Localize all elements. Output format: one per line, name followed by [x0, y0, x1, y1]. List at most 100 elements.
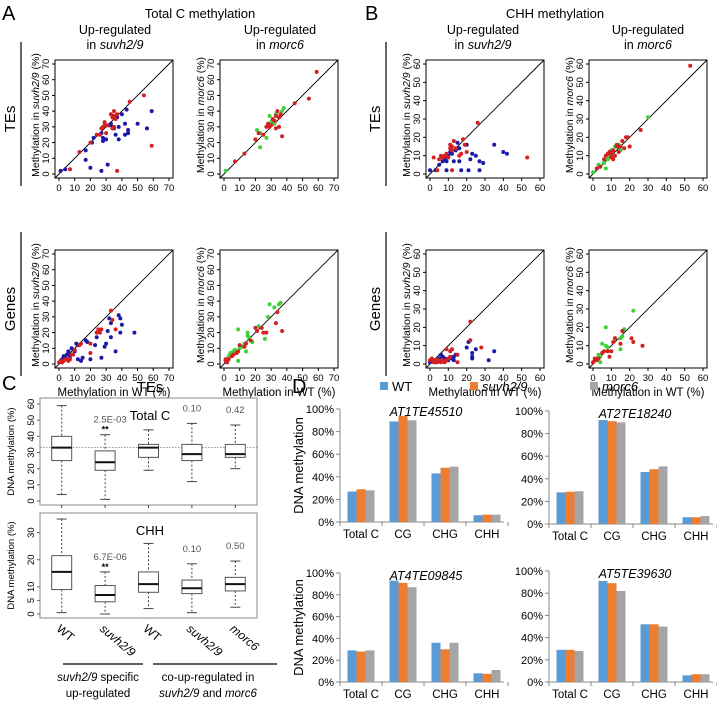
label-part: suvh2/9 [30, 262, 42, 299]
column-title-line1: Up-regulated [79, 23, 151, 37]
data-point [273, 113, 278, 118]
data-point [83, 148, 88, 153]
bar-chart-title: AT5TE39630 [598, 567, 672, 581]
bar-wt [431, 642, 441, 682]
data-point [468, 157, 473, 162]
bar-wt [682, 675, 692, 682]
x-tick-label: 60 [535, 183, 546, 194]
y-tick-label: 60% [521, 451, 543, 463]
group-label-2-line1: co-up-regulated in [162, 672, 255, 684]
y-tick-label: 30 [206, 312, 217, 323]
y-tick-label: 20 [26, 554, 37, 565]
data-point [605, 349, 610, 354]
data-point [264, 135, 269, 140]
x-category-label: Total C [552, 689, 588, 701]
data-point [618, 347, 623, 352]
label-part: Methylation in [564, 105, 576, 173]
data-point [101, 135, 105, 140]
data-point [461, 137, 465, 142]
y-tick-label: 20% [521, 496, 543, 508]
data-point [97, 330, 102, 335]
x-tick-label: 50 [679, 183, 690, 194]
x-category-label: suvh2/9 [184, 622, 225, 660]
x-tick-label: 20 [85, 183, 96, 194]
y-tick-label: 20 [206, 137, 217, 148]
data-point [450, 168, 454, 173]
y-tick-label: 0 [575, 171, 586, 176]
data-point [267, 302, 272, 307]
y-tick-label: 60 [41, 74, 52, 85]
data-point [444, 159, 449, 164]
data-point [618, 341, 623, 346]
p-value-label: 0.10 [183, 403, 202, 414]
significance-marker: ** [102, 562, 110, 572]
data-point [459, 168, 464, 173]
x-tick-label: 20 [624, 373, 635, 384]
data-point [470, 351, 475, 355]
label-part: specific [97, 672, 139, 684]
data-point [272, 305, 277, 310]
diagonal-line [425, 249, 545, 369]
bar-suvh2-9 [565, 491, 575, 524]
data-point [94, 132, 99, 137]
data-point [237, 343, 242, 348]
data-point [596, 356, 601, 361]
y-tick-label: 0 [41, 171, 52, 176]
data-point [108, 121, 113, 126]
label-part: morc6 [564, 266, 576, 295]
data-point [473, 347, 478, 352]
x-tick-label: 0 [56, 373, 61, 384]
data-point [108, 335, 113, 340]
y-tick-label: 20 [575, 322, 586, 333]
box [224, 443, 246, 458]
label-part: morc6 [195, 76, 207, 105]
data-point [72, 347, 77, 352]
data-point [455, 352, 460, 357]
bar-wt [431, 473, 441, 522]
x-tick-label: 40 [117, 183, 128, 194]
data-point [616, 150, 621, 154]
y-tick-label: 5 [26, 598, 37, 603]
data-point [640, 343, 645, 348]
y-tick-label: 10 [412, 150, 423, 161]
data-point [598, 360, 603, 365]
bar-morc6 [491, 670, 501, 682]
x-category-label: WT [141, 622, 165, 645]
box [181, 443, 203, 462]
data-point [264, 124, 269, 129]
bar-wt [598, 420, 608, 524]
data-point [277, 124, 281, 129]
row-label-tes: TEs [2, 106, 19, 133]
data-point [281, 106, 286, 110]
bar-suvh2-9 [440, 467, 450, 522]
y-tick-label: 10 [575, 340, 586, 351]
y-tick-label: 70 [206, 59, 217, 70]
x-tick-label: 0 [427, 373, 432, 384]
data-point [602, 161, 606, 165]
data-point [69, 346, 74, 351]
y-tick-label: 50 [26, 415, 37, 426]
bar-morc6 [491, 514, 501, 522]
y-tick-label: 0% [527, 677, 543, 689]
data-point [259, 325, 264, 330]
label-part: Methylation in [401, 299, 413, 367]
data-point [464, 150, 469, 154]
data-point [85, 340, 90, 344]
y-tick-label: 60 [412, 59, 423, 70]
y-axis-label: DNA methylation (%) [6, 407, 17, 495]
x-tick-label: 60 [698, 183, 709, 194]
scatter-plot-genes-morc6: 001010202030304040505060607070Methylatio… [195, 247, 339, 399]
y-axis-label: DNA methylation [291, 579, 306, 676]
bar-morc6 [700, 674, 710, 682]
data-point [102, 344, 107, 349]
y-tick-label: 40 [575, 95, 586, 106]
label-part: (%) [30, 53, 42, 72]
data-point [97, 132, 102, 137]
data-point [462, 142, 467, 147]
x-tick-label: 30 [266, 183, 277, 194]
bar-wt [556, 492, 566, 524]
data-point [113, 327, 118, 332]
y-tick-label: 50 [575, 77, 586, 88]
x-category-label: CG [394, 529, 411, 541]
